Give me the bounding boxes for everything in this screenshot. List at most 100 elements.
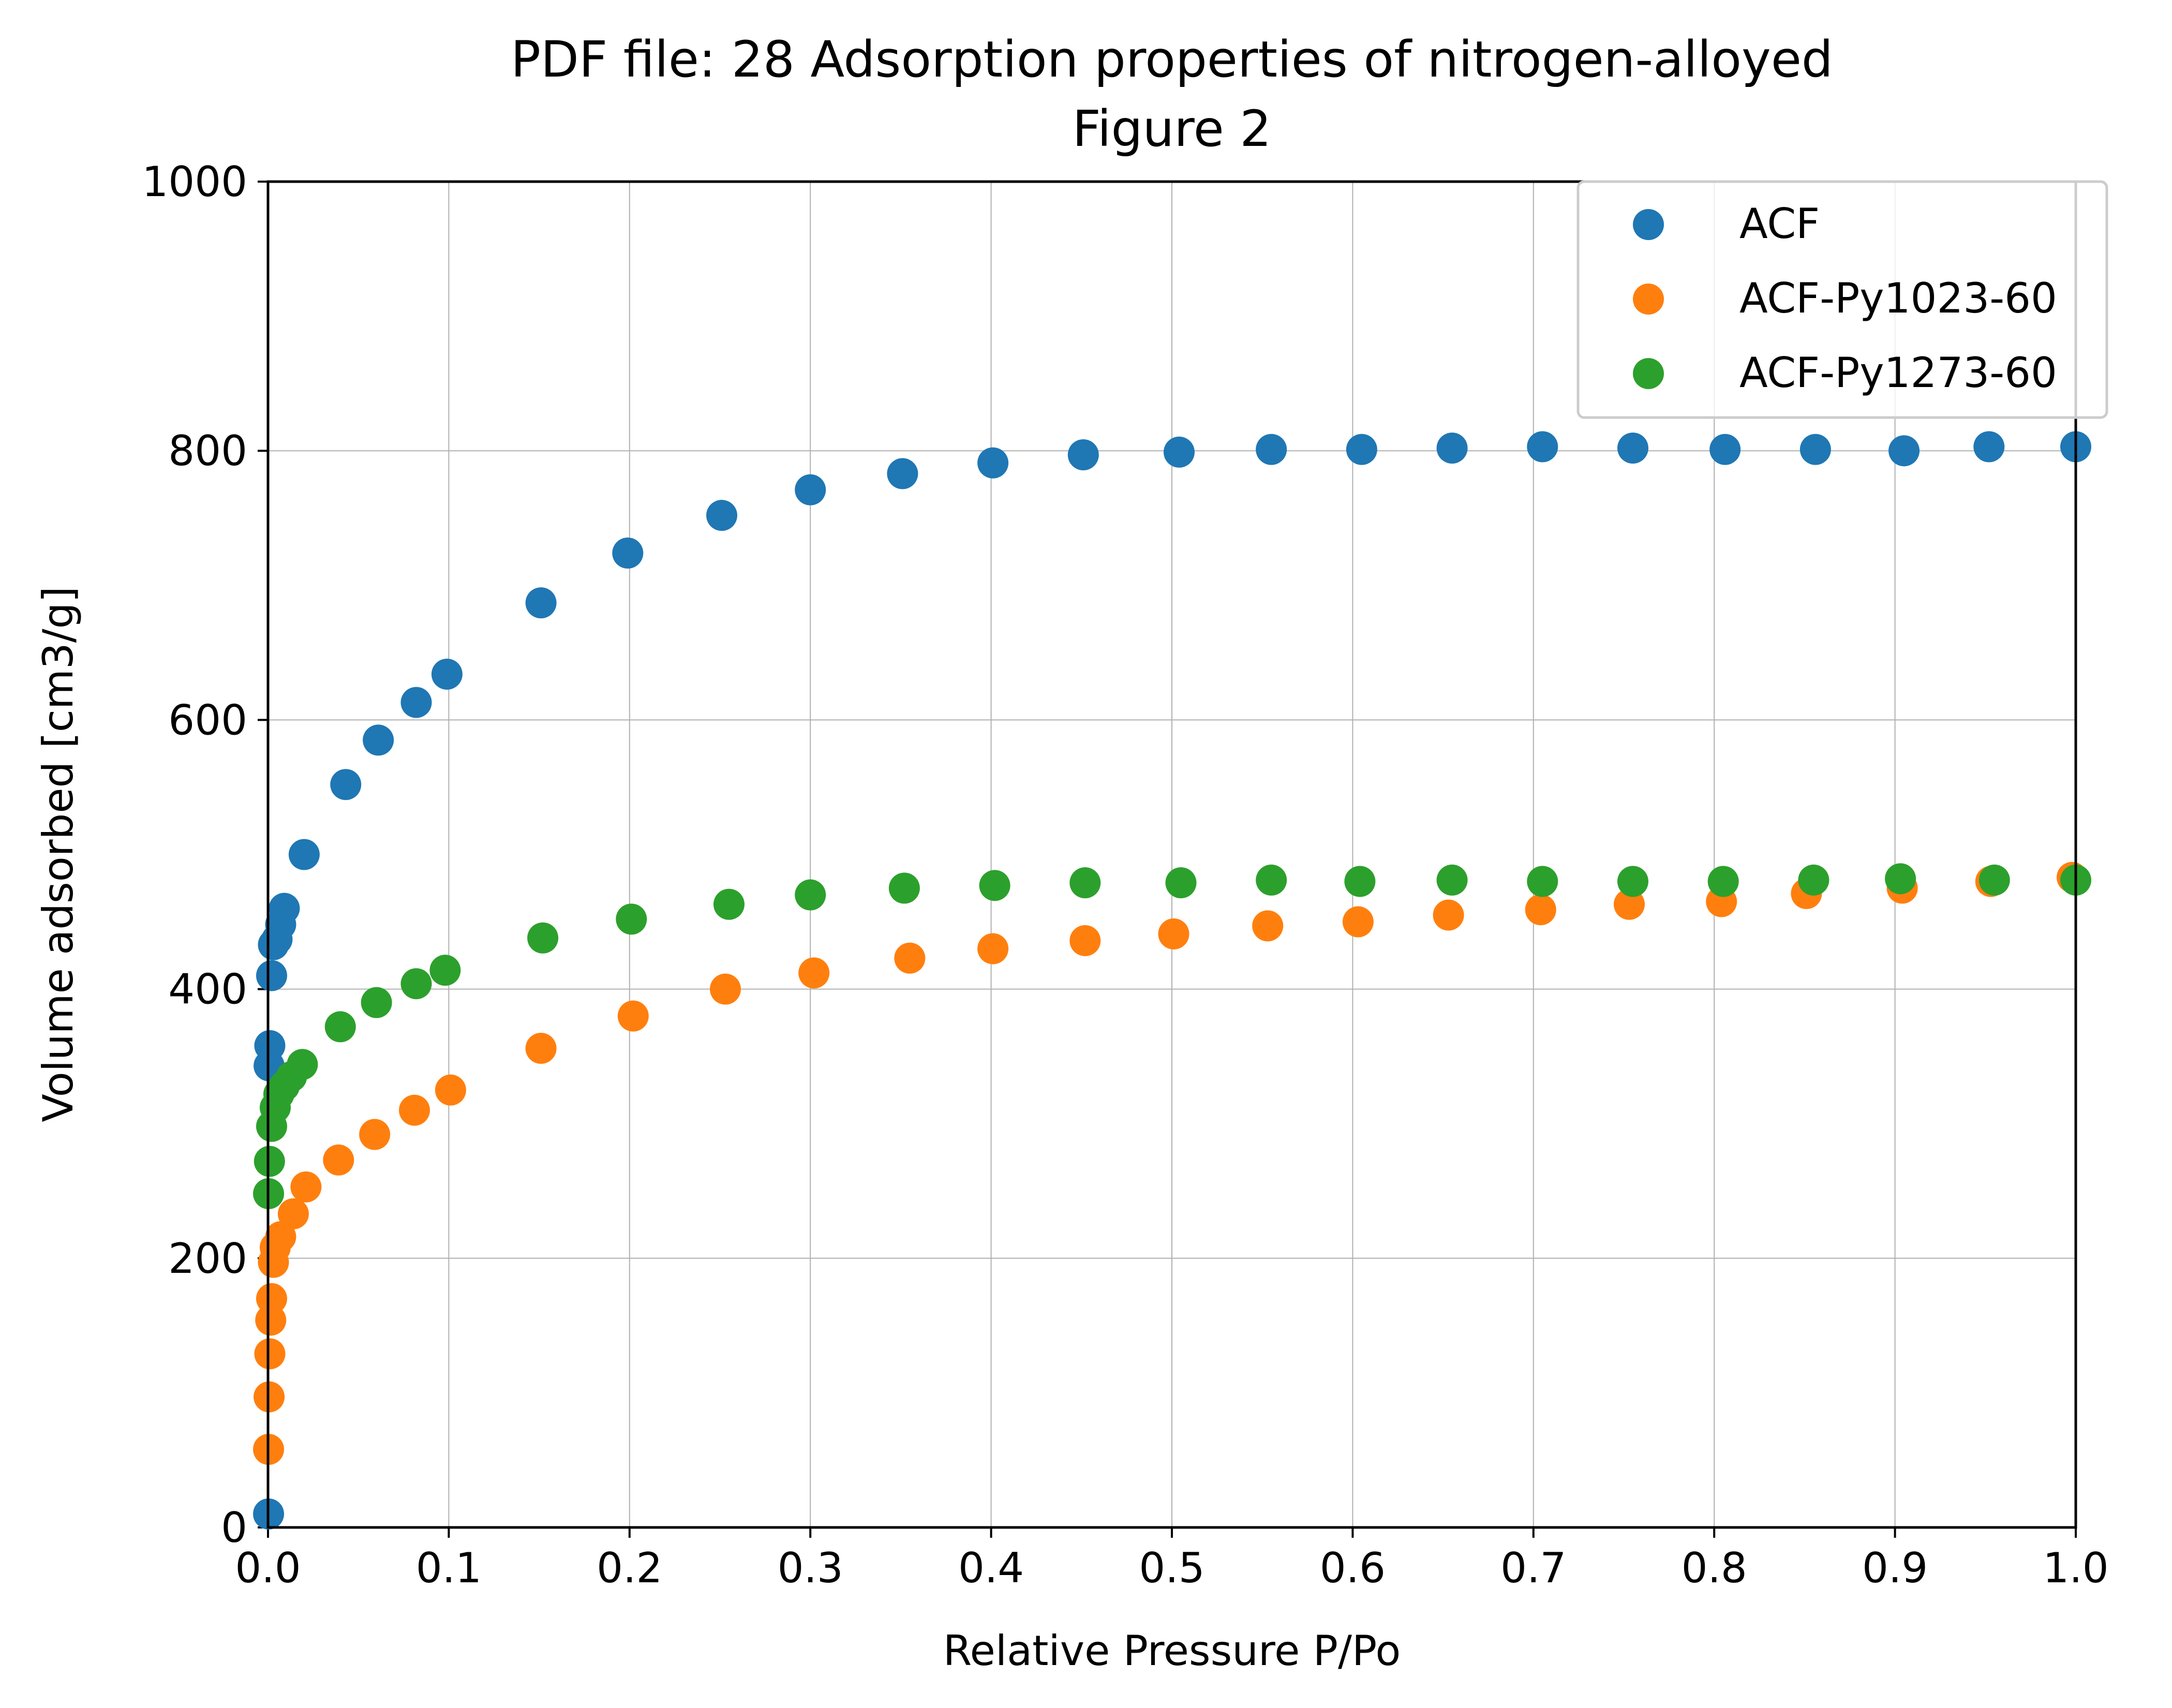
data-point-acf-py1023-60 bbox=[254, 1338, 286, 1370]
x-tick-label: 0.7 bbox=[1500, 1544, 1566, 1592]
legend-marker-acf-py1273-60 bbox=[1633, 358, 1664, 389]
data-point-acf-py1273-60 bbox=[1617, 866, 1648, 897]
data-point-acf bbox=[1888, 435, 1920, 467]
data-point-acf-py1023-60 bbox=[277, 1198, 309, 1229]
data-points bbox=[253, 431, 2091, 1529]
data-point-acf-py1273-60 bbox=[1165, 867, 1197, 899]
data-point-acf-py1273-60 bbox=[1885, 863, 1916, 895]
legend-marker-acf-py1023-60 bbox=[1633, 284, 1664, 315]
data-point-acf bbox=[1799, 434, 1831, 465]
data-point-acf-py1023-60 bbox=[525, 1033, 557, 1064]
data-point-acf bbox=[1617, 432, 1648, 464]
y-tick-label: 0 bbox=[221, 1504, 247, 1552]
data-point-acf-py1273-60 bbox=[361, 987, 392, 1018]
data-point-acf-py1273-60 bbox=[616, 903, 647, 935]
data-point-acf-py1023-60 bbox=[617, 1000, 649, 1032]
chart-subtitle: Figure 2 bbox=[1073, 100, 1272, 158]
data-point-acf-py1273-60 bbox=[287, 1049, 318, 1080]
data-point-acf-py1273-60 bbox=[1707, 866, 1739, 897]
data-point-acf-py1273-60 bbox=[979, 870, 1010, 901]
x-tick-label: 1.0 bbox=[2043, 1544, 2108, 1592]
data-point-acf-py1023-60 bbox=[709, 973, 741, 1005]
data-point-acf bbox=[1163, 436, 1195, 468]
data-point-acf-py1273-60 bbox=[713, 888, 745, 920]
y-axis-label: Volume adsorbed [cm3/g] bbox=[34, 586, 82, 1122]
data-point-acf bbox=[1527, 431, 1558, 463]
data-point-acf bbox=[1067, 439, 1099, 471]
data-point-acf bbox=[363, 724, 394, 756]
x-tick-label: 0.4 bbox=[958, 1544, 1024, 1592]
x-tick-label: 0.8 bbox=[1682, 1544, 1747, 1592]
legend: ACF ACF-Py1023-60 ACF-Py1273-60 bbox=[1576, 180, 2108, 419]
data-point-acf-py1273-60 bbox=[429, 955, 461, 986]
y-tick-label: 800 bbox=[168, 427, 247, 475]
data-point-acf bbox=[256, 960, 287, 991]
data-point-acf bbox=[706, 500, 737, 531]
legend-box bbox=[1576, 180, 2108, 419]
data-point-acf bbox=[525, 587, 557, 619]
data-point-acf bbox=[612, 537, 644, 569]
data-point-acf bbox=[1973, 431, 2005, 463]
data-point-acf-py1273-60 bbox=[795, 879, 826, 911]
plot-frame bbox=[266, 180, 2077, 1529]
data-point-acf bbox=[1436, 432, 1468, 464]
data-point-acf-py1273-60 bbox=[527, 922, 559, 954]
x-tick-label: 0.1 bbox=[416, 1544, 482, 1592]
x-tick-label: 0.6 bbox=[1320, 1544, 1386, 1592]
y-tick-label: 1000 bbox=[142, 158, 247, 206]
x-tick-label: 0.0 bbox=[235, 1544, 301, 1592]
data-point-acf-py1023-60 bbox=[1252, 910, 1284, 942]
data-point-acf bbox=[1346, 434, 1377, 465]
legend-label-acf-py1023-60: ACF-Py1023-60 bbox=[1739, 274, 2057, 322]
data-point-acf bbox=[288, 839, 320, 870]
data-point-acf-py1273-60 bbox=[1344, 866, 1376, 897]
data-point-acf-py1023-60 bbox=[290, 1171, 322, 1202]
data-point-acf-py1023-60 bbox=[1525, 894, 1556, 926]
x-tick-label: 0.3 bbox=[778, 1544, 843, 1592]
legend-label-acf: ACF bbox=[1739, 200, 1820, 248]
data-point-acf bbox=[1256, 434, 1287, 465]
data-point-acf-py1023-60 bbox=[399, 1094, 430, 1126]
data-point-acf-py1023-60 bbox=[894, 942, 926, 974]
x-tick-label: 0.9 bbox=[1862, 1544, 1928, 1592]
data-point-acf-py1273-60 bbox=[254, 1146, 285, 1177]
data-point-acf-py1273-60 bbox=[1978, 864, 2010, 896]
data-point-acf-py1273-60 bbox=[324, 1011, 356, 1043]
data-point-acf-py1023-60 bbox=[1613, 888, 1645, 920]
data-point-acf-py1023-60 bbox=[323, 1144, 354, 1176]
x-axis-label: Relative Pressure P/Po bbox=[943, 1627, 1401, 1675]
y-tick-label: 400 bbox=[168, 966, 247, 1014]
chart-title: PDF file: 28 Adsorption properties of ni… bbox=[511, 31, 1833, 88]
data-point-acf bbox=[269, 893, 300, 924]
y-tick-label: 200 bbox=[168, 1235, 247, 1283]
legend-marker-acf bbox=[1633, 209, 1664, 240]
data-point-acf-py1273-60 bbox=[1798, 864, 1829, 896]
data-point-acf-py1273-60 bbox=[400, 968, 432, 1000]
y-tick-label: 600 bbox=[168, 696, 247, 744]
data-point-acf-py1273-60 bbox=[1256, 864, 1287, 896]
data-point-acf bbox=[795, 474, 826, 506]
axis-ticks: 0.0 0.1 0.2 0.3 0.4 0.5 0.6 0.7 0.8 0.9 1.0 0 200 400… bbox=[142, 158, 2108, 1592]
data-point-acf-py1023-60 bbox=[265, 1221, 296, 1253]
data-point-acf-py1023-60 bbox=[1342, 906, 1374, 938]
data-point-acf bbox=[400, 687, 432, 718]
data-point-acf-py1023-60 bbox=[359, 1119, 391, 1150]
data-point-acf-py1023-60 bbox=[977, 933, 1009, 964]
data-point-acf-py1023-60 bbox=[256, 1283, 287, 1314]
data-point-acf bbox=[330, 769, 362, 800]
data-point-acf bbox=[977, 447, 1009, 479]
x-tick-label: 0.2 bbox=[597, 1544, 662, 1592]
data-point-acf-py1273-60 bbox=[888, 872, 920, 904]
data-point-acf bbox=[254, 1030, 286, 1061]
data-point-acf-py1023-60 bbox=[435, 1074, 466, 1106]
legend-label-acf-py1273-60: ACF-Py1273-60 bbox=[1739, 349, 2057, 397]
data-point-acf-py1273-60 bbox=[1436, 864, 1468, 896]
x-tick-label: 0.5 bbox=[1139, 1544, 1204, 1592]
data-point-acf-py1023-60 bbox=[1069, 925, 1101, 956]
data-point-acf bbox=[431, 658, 463, 690]
data-point-acf-py1273-60 bbox=[1527, 866, 1558, 897]
data-point-acf bbox=[1709, 434, 1741, 465]
data-point-acf-py1273-60 bbox=[1069, 867, 1101, 899]
data-point-acf-py1023-60 bbox=[798, 957, 830, 989]
